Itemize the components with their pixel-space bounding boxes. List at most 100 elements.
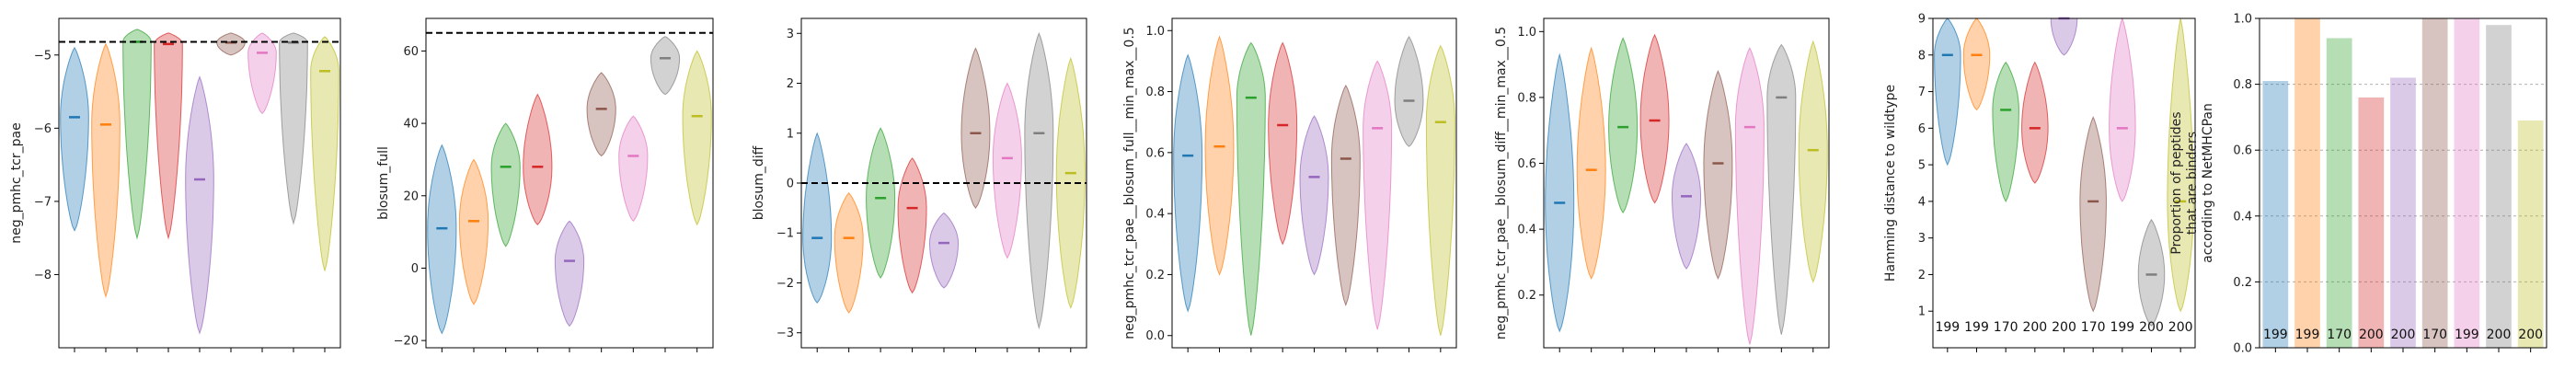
violin-7: [618, 115, 649, 223]
chart-panel-1: −8 −7 −6 −5 neg_pmhc_tcr_pae: [9, 17, 341, 352]
count-label: 200: [2359, 328, 2384, 342]
bar-6: [2421, 18, 2448, 348]
violin-1: [802, 132, 833, 305]
y-tick-label: 0.8: [1517, 91, 1536, 105]
violin-8: [1766, 43, 1797, 335]
y-tick-label: 20: [403, 190, 419, 203]
violin-4: [1268, 41, 1298, 246]
y-tick-label: 1.0: [1517, 26, 1536, 40]
violin-4: [1639, 33, 1670, 204]
y-tick-label: −3: [776, 327, 794, 340]
violin-7: [1734, 47, 1765, 345]
chart-panel-5: 0.2 0.4 0.6 0.8 1.0 neg_pmhc_tcr_pae__blosum_…: [1494, 17, 1830, 352]
violin-2: [1204, 35, 1235, 276]
violin-6: [586, 72, 616, 157]
bar-1: [2262, 81, 2289, 349]
y-tick-label: 2: [787, 77, 794, 91]
bar-8: [2486, 25, 2512, 348]
violin-1: [427, 144, 457, 335]
violin-5: [2050, 17, 2078, 56]
y-axis-label: neg_pmhc_tcr_pae__blosum_diff__min_max__…: [1494, 27, 1509, 339]
violin-8: [279, 32, 308, 225]
y-tick-label: 0: [787, 178, 794, 191]
y-tick-label: 2: [1918, 269, 1926, 282]
violin-5: [929, 212, 959, 289]
chart-panel-4: 0.0 0.2 0.4 0.6 0.8 1.0 neg_pmhc_tcr_pae__blos…: [1122, 17, 1457, 352]
bar-4: [2358, 97, 2385, 349]
y-tick-label: 0.6: [1145, 146, 1165, 160]
violin-6: [216, 32, 246, 56]
y-tick-label: 60: [403, 45, 419, 59]
y-tick-label: 1: [787, 127, 794, 141]
violin-9: [1425, 44, 1455, 336]
y-axis-label: according to NetMHCPan: [2201, 103, 2215, 263]
violin-6: [2079, 116, 2107, 313]
violin-6: [1330, 84, 1361, 307]
y-tick-label: 0.8: [2233, 78, 2252, 92]
y-axis-label: Proportion of peptides: [2169, 111, 2184, 254]
violin-5: [554, 220, 585, 328]
y-tick-label: 0.2: [2233, 276, 2252, 290]
count-label: 170: [1994, 320, 2018, 335]
y-tick-label: 3: [1918, 232, 1926, 246]
y-tick-label: 0.0: [1145, 329, 1165, 343]
y-tick-label: 7: [1918, 86, 1926, 99]
violin-1: [60, 46, 89, 232]
violin-9: [2167, 17, 2194, 313]
violin-3: [122, 29, 152, 240]
bar-2: [2294, 18, 2320, 348]
y-tick-label: 0.6: [1517, 157, 1536, 171]
y-axis-label: Hamming distance to wildtype: [1883, 85, 1898, 282]
y-tick-label: 3: [787, 28, 794, 41]
violin-2: [834, 192, 864, 314]
violin-8: [650, 36, 681, 96]
y-tick-label: 9: [1918, 13, 1926, 27]
bar-5: [2390, 77, 2416, 348]
y-tick-label: 4: [1918, 195, 1926, 209]
violin-4: [2021, 61, 2049, 184]
y-tick-label: −6: [34, 122, 52, 136]
violin-1: [1173, 53, 1203, 313]
violin-8: [2137, 218, 2166, 327]
y-tick-label: −7: [34, 195, 52, 209]
violin-3: [1992, 61, 2019, 203]
violin-5: [1299, 115, 1329, 276]
violin-7: [2109, 17, 2136, 202]
chart-panel-6: 199 199 170 200 200 170 199 200 200 1 2 3 4 5 6 7 8 9 Hamm…: [1883, 13, 2196, 352]
violin-3: [1608, 37, 1639, 214]
y-axis-label: blosum_diff: [752, 145, 766, 220]
y-tick-label: 0.0: [2233, 342, 2252, 356]
violin-1: [1545, 52, 1575, 333]
violin-3: [1236, 41, 1266, 336]
bar-7: [2454, 18, 2480, 348]
count-label: 199: [2455, 328, 2479, 342]
count-label: 200: [2518, 328, 2543, 342]
violin-9: [1798, 40, 1828, 283]
count-label: 200: [2168, 320, 2193, 335]
violin-7: [992, 82, 1022, 259]
violin-9: [682, 50, 712, 226]
y-tick-label: 8: [1918, 49, 1926, 63]
y-tick-label: 0.6: [2233, 144, 2252, 158]
violin-2: [91, 42, 121, 299]
y-tick-label: −5: [34, 49, 52, 63]
count-label: 199: [1964, 320, 1989, 335]
y-tick-label: 0: [411, 262, 419, 276]
y-axis-label: neg_pmhc_tcr_pae: [9, 122, 24, 244]
y-axis-label: that are binders: [2185, 132, 2200, 235]
violin-2: [458, 158, 489, 305]
y-tick-label: 5: [1918, 159, 1926, 173]
violin-4: [897, 157, 927, 294]
violin-4: [523, 93, 553, 225]
violin-4: [154, 32, 183, 240]
y-axis-label: blosum_full: [376, 146, 391, 220]
violin-5: [1672, 143, 1701, 270]
y-tick-label: 0.8: [1145, 86, 1165, 99]
y-tick-label: 40: [403, 118, 419, 132]
count-label: 200: [2052, 320, 2076, 335]
violin-5: [185, 75, 214, 335]
count-label: 170: [2422, 328, 2447, 342]
chart-panel-7: 199 199 170 200 200 170 199 200 200 0.0 0.2 0.4 0.6 0…: [2169, 13, 2547, 356]
y-tick-label: −2: [776, 277, 794, 291]
